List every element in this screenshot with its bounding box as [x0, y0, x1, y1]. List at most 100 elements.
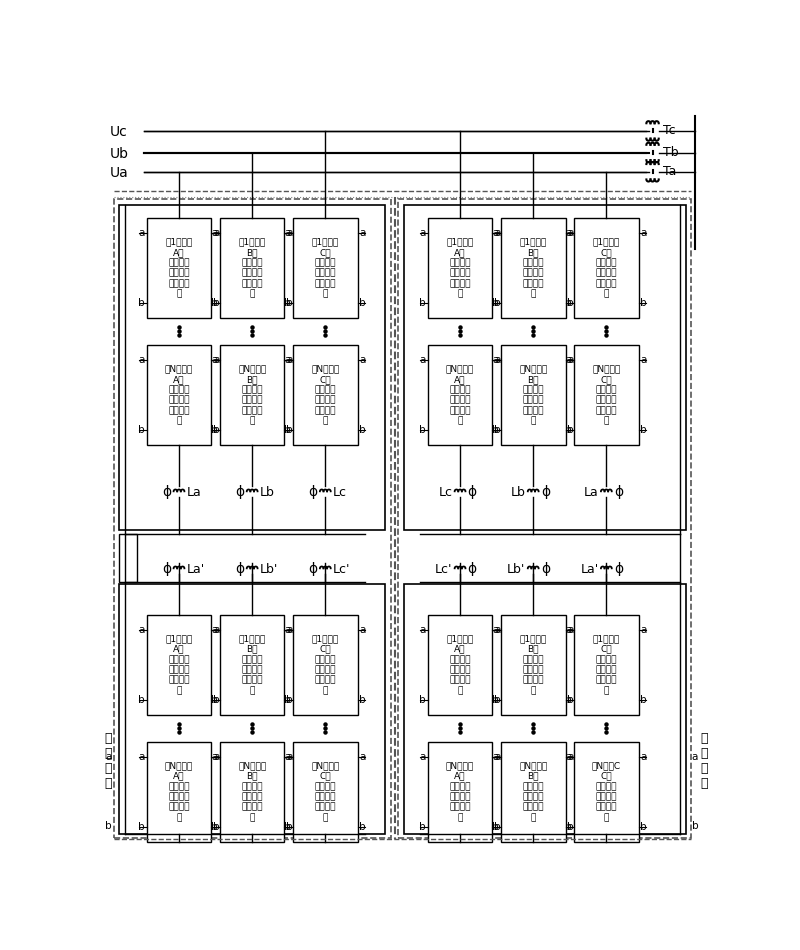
Text: Lc: Lc [333, 485, 347, 499]
Bar [574, 345, 638, 446]
Bar [428, 218, 492, 318]
Text: b: b [691, 821, 698, 831]
Text: ϕ: ϕ [541, 485, 550, 499]
Text: a: a [640, 228, 646, 238]
Text: b: b [494, 822, 501, 831]
Text: a: a [566, 355, 572, 365]
Text: b: b [213, 298, 219, 308]
Text: a: a [419, 228, 426, 238]
Text: La': La' [581, 562, 598, 576]
Text: a: a [494, 751, 500, 762]
Text: a: a [419, 355, 426, 365]
Bar [574, 218, 638, 318]
Text: a: a [494, 624, 500, 635]
Text: 串
联
模
块: 串 联 模 块 [700, 732, 708, 789]
Text: a: a [692, 752, 698, 762]
Bar [501, 218, 566, 318]
Text: 第1上桥臂
A相
模块化多
电平变流
器功率模
块: 第1上桥臂 A相 模块化多 电平变流 器功率模 块 [166, 238, 193, 298]
Text: a: a [359, 751, 366, 762]
Text: a: a [492, 751, 498, 762]
Text: ϕ: ϕ [162, 562, 171, 576]
Text: b: b [640, 822, 647, 831]
Bar [119, 205, 386, 530]
Text: a: a [284, 751, 290, 762]
Text: b: b [211, 822, 218, 831]
Text: a: a [492, 624, 498, 635]
Text: 第1下桥臂
A相
模块化多
电平变流
器功率模
块: 第1下桥臂 A相 模块化多 电平变流 器功率模 块 [446, 634, 474, 695]
Text: b: b [213, 694, 219, 705]
Text: 并
联
模
块: 并 联 模 块 [105, 732, 112, 789]
Text: b: b [211, 425, 218, 435]
Text: b: b [359, 298, 366, 308]
Text: a: a [286, 624, 293, 635]
Text: Ua: Ua [110, 166, 129, 180]
Text: b: b [213, 822, 219, 831]
Text: b: b [286, 298, 293, 308]
Text: b: b [286, 425, 293, 435]
Text: a: a [213, 355, 219, 365]
Text: 第1下桥臂
B相
模块化多
电平变流
器功率模
块: 第1下桥臂 B相 模块化多 电平变流 器功率模 块 [519, 634, 547, 695]
Text: b: b [418, 694, 426, 705]
Text: ϕ: ϕ [541, 562, 550, 576]
Bar [220, 615, 285, 714]
Text: a: a [640, 624, 646, 635]
Text: a: a [284, 355, 290, 365]
Text: 第N上桥臂
B相
模块化多
电平变流
器功率模
块: 第N上桥臂 B相 模块化多 电平变流 器功率模 块 [238, 365, 266, 426]
Text: b: b [359, 822, 366, 831]
Text: 第N上桥臂
C相
模块化多
电平变流
器功率模
块: 第N上桥臂 C相 模块化多 电平变流 器功率模 块 [311, 365, 339, 426]
Text: b: b [494, 298, 501, 308]
Text: ϕ: ϕ [614, 485, 623, 499]
Text: b: b [492, 425, 498, 435]
Bar [574, 615, 638, 714]
Text: 第1上桥臂
B相
模块化多
电平变流
器功率模
块: 第1上桥臂 B相 模块化多 电平变流 器功率模 块 [519, 238, 547, 298]
Text: a: a [286, 228, 293, 238]
Text: 第N下桥臂
B相
模块化多
电平变流
器功率模
块: 第N下桥臂 B相 模块化多 电平变流 器功率模 块 [238, 761, 266, 822]
Text: b: b [640, 298, 647, 308]
Text: a: a [359, 624, 366, 635]
Text: Lb: Lb [510, 485, 526, 499]
Text: a: a [213, 228, 219, 238]
Text: a: a [211, 624, 218, 635]
Text: Lc': Lc' [333, 562, 350, 576]
Bar [404, 583, 686, 834]
Bar [428, 615, 492, 714]
Bar [146, 615, 211, 714]
Text: 第1上桥臂
B相
模块化多
电平变流
器功率模
块: 第1上桥臂 B相 模块化多 电平变流 器功率模 块 [238, 238, 266, 298]
Text: b: b [494, 694, 501, 705]
Text: a: a [138, 355, 144, 365]
Text: b: b [640, 425, 647, 435]
Text: ϕ: ϕ [309, 562, 318, 576]
Bar [146, 218, 211, 318]
Text: Tc: Tc [662, 124, 675, 138]
Bar [119, 583, 386, 834]
Text: 第N上桥臂
B相
模块化多
电平变流
器功率模
块: 第N上桥臂 B相 模块化多 电平变流 器功率模 块 [519, 365, 547, 426]
Text: 第N桥臂C
C相
模块化多
电平变流
器功率模
块: 第N桥臂C C相 模块化多 电平变流 器功率模 块 [592, 761, 621, 822]
Text: 第N上桥臂
A相
模块化多
电平变流
器功率模
块: 第N上桥臂 A相 模块化多 电平变流 器功率模 块 [446, 365, 474, 426]
Text: a: a [567, 751, 574, 762]
Text: a: a [284, 624, 290, 635]
Text: a: a [566, 228, 572, 238]
Text: La: La [186, 485, 202, 499]
Text: a: a [286, 355, 293, 365]
Bar [293, 218, 358, 318]
Text: b: b [418, 425, 426, 435]
Text: 第N上桥臂
A相
模块化多
电平变流
器功率模
块: 第N上桥臂 A相 模块化多 电平变流 器功率模 块 [165, 365, 193, 426]
Text: 第1上桥臂
C相
模块化多
电平变流
器功率模
块: 第1上桥臂 C相 模块化多 电平变流 器功率模 块 [593, 238, 620, 298]
Bar [220, 218, 285, 318]
Text: ϕ: ϕ [468, 562, 477, 576]
Text: b: b [567, 822, 574, 831]
Text: 第N上桥臂
C相
模块化多
电平变流
器功率模
块: 第N上桥臂 C相 模块化多 电平变流 器功率模 块 [592, 365, 621, 426]
Text: b: b [284, 298, 290, 308]
Text: b: b [565, 694, 572, 705]
Text: La': La' [186, 562, 205, 576]
Text: b: b [105, 821, 111, 831]
Text: Lc': Lc' [435, 562, 452, 576]
Bar [574, 742, 638, 842]
Text: b: b [359, 425, 366, 435]
Text: Lb': Lb' [260, 562, 278, 576]
Text: a: a [566, 624, 572, 635]
Bar [293, 615, 358, 714]
Text: b: b [494, 425, 501, 435]
Text: b: b [211, 694, 218, 705]
Bar [404, 205, 686, 530]
